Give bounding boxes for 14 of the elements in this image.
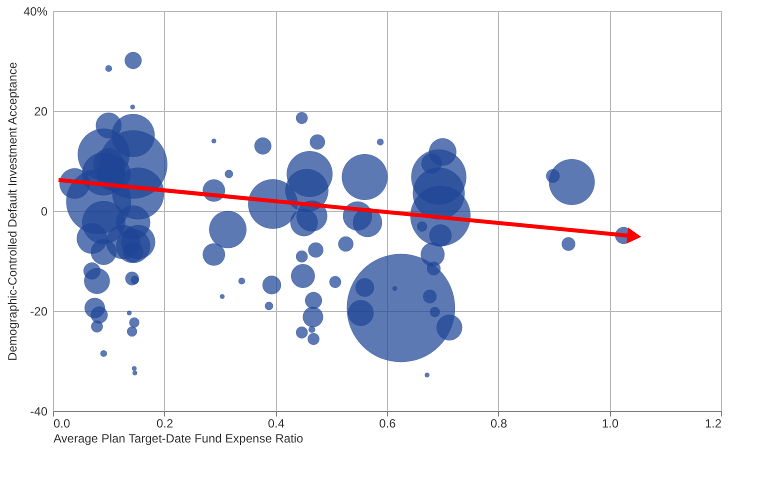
y-axis-title: Demographic-Controlled Default Investment Acceptance — [5, 62, 20, 361]
y-tick-label: -40 — [30, 404, 48, 418]
y-tick-label: 0 — [40, 204, 48, 218]
x-axis-title: Average Plan Target-Date Fund Expense Ratio — [54, 432, 304, 446]
x-tick-label: 0.4 — [268, 416, 285, 430]
x-tick-label: 0.2 — [156, 416, 174, 430]
y-tick-label: 20 — [34, 104, 48, 118]
x-tick-label: 1.0 — [602, 416, 619, 430]
x-tick-label: 0.6 — [379, 416, 396, 430]
y-tick-label: -20 — [30, 304, 48, 318]
y-tick-label: 40% — [23, 4, 48, 18]
x-tick-label: 0.0 — [54, 416, 71, 430]
x-tick-label: 0.8 — [490, 416, 508, 430]
x-tick-label: 1.2 — [704, 416, 722, 430]
